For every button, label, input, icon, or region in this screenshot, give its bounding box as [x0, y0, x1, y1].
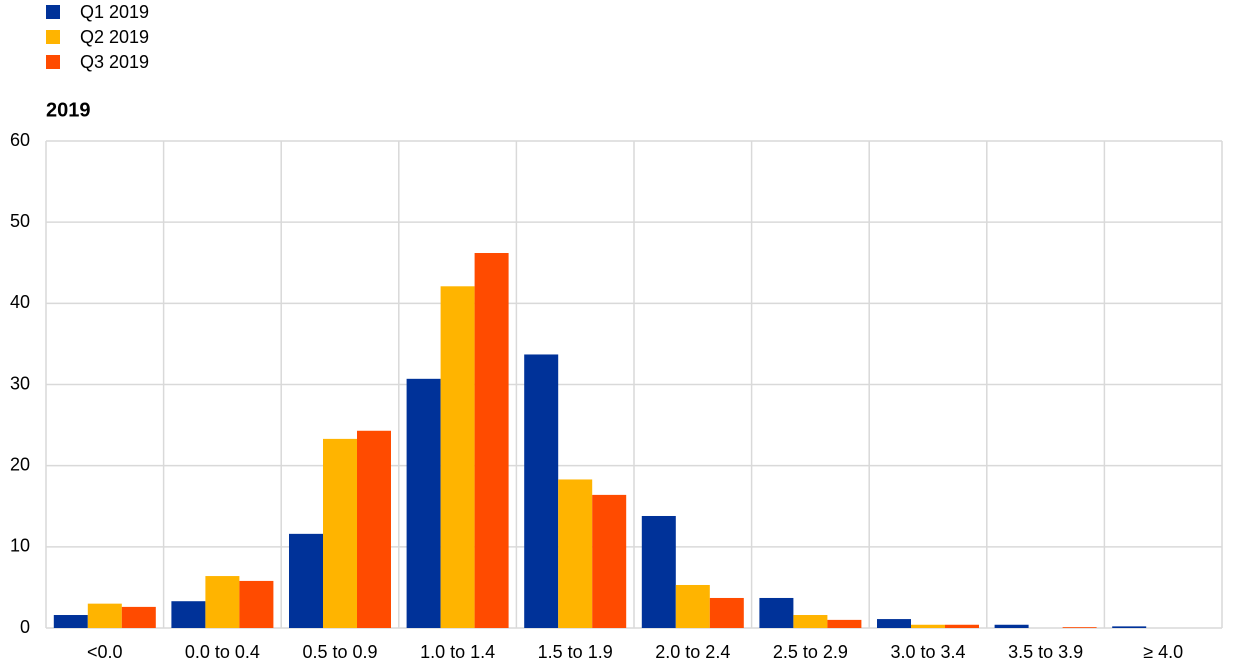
x-tick-label: 2.5 to 2.9	[773, 642, 848, 662]
x-tick-label: 2.0 to 2.4	[655, 642, 730, 662]
bar	[641, 515, 676, 628]
y-tick-label: 50	[10, 211, 30, 231]
x-tick-label: 3.5 to 3.9	[1008, 642, 1083, 662]
y-tick-label: 60	[10, 130, 30, 150]
bar	[474, 253, 509, 628]
bar	[911, 624, 945, 628]
y-tick-label: 30	[10, 373, 30, 393]
bar	[323, 438, 357, 628]
x-tick-label: 0.0 to 0.4	[185, 642, 260, 662]
bar	[289, 533, 323, 628]
x-tick-label: 1.0 to 1.4	[420, 642, 495, 662]
bar	[709, 597, 744, 628]
legend-label: Q2 2019	[80, 27, 149, 47]
x-tick-label: <0.0	[87, 642, 123, 662]
bar	[53, 615, 88, 628]
x-tick-label: 0.5 to 0.9	[302, 642, 377, 662]
bar	[87, 603, 122, 628]
y-tick-label: 10	[10, 536, 30, 556]
y-tick-label: 20	[10, 454, 30, 474]
bar	[440, 286, 475, 628]
legend-label: Q1 2019	[80, 2, 149, 22]
legend-swatch	[46, 30, 60, 44]
bar	[239, 580, 274, 628]
bar	[406, 378, 441, 628]
bar	[205, 576, 240, 628]
bar	[524, 354, 559, 628]
x-tick-label: 1.5 to 1.9	[538, 642, 613, 662]
bar	[675, 584, 710, 628]
bar	[945, 624, 979, 628]
bar	[121, 606, 156, 628]
bar	[1062, 627, 1097, 628]
x-tick-label: ≥ 4.0	[1143, 642, 1183, 662]
x-tick-label: 3.0 to 3.4	[890, 642, 965, 662]
legend-swatch	[46, 5, 60, 19]
y-tick-label: 40	[10, 292, 30, 312]
bar	[759, 597, 794, 628]
bar	[592, 494, 627, 628]
bar	[357, 430, 391, 628]
bar	[558, 479, 593, 628]
bar	[793, 615, 828, 628]
bar	[994, 624, 1029, 628]
bar	[877, 619, 911, 628]
bar	[171, 601, 206, 628]
legend-swatch	[46, 55, 60, 69]
bar	[1112, 626, 1147, 628]
chart-title: 2019	[46, 99, 91, 121]
legend-label: Q3 2019	[80, 52, 149, 72]
y-tick-label: 0	[20, 617, 30, 637]
bar	[827, 619, 862, 628]
